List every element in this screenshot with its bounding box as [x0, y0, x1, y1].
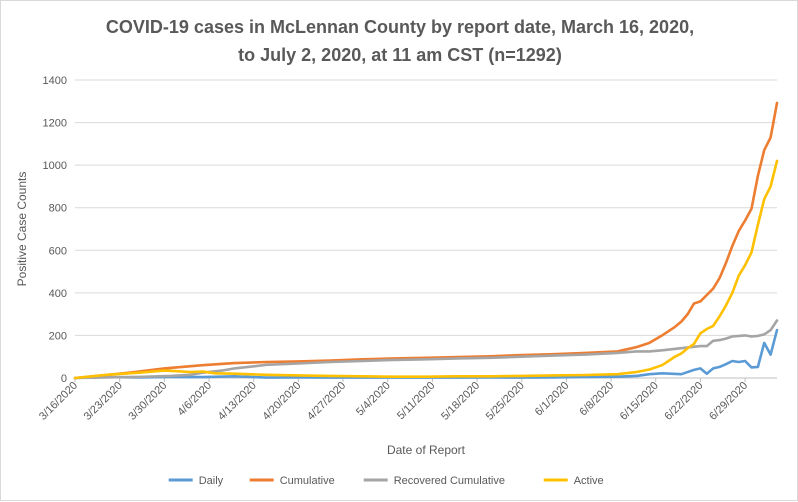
x-tick-label: 6/8/2020 — [577, 380, 616, 419]
x-tick-label: 5/11/2020 — [395, 380, 438, 423]
series-line-daily — [73, 328, 779, 380]
y-tick-label: 1400 — [43, 75, 67, 87]
y-tick-label: 200 — [49, 330, 67, 342]
x-tick-label: 5/4/2020 — [354, 380, 393, 419]
x-tick-label: 3/30/2020 — [126, 380, 169, 423]
x-tick-label: 3/23/2020 — [82, 380, 125, 423]
x-tick-label: 6/1/2020 — [533, 380, 572, 419]
x-tick-label: 6/29/2020 — [707, 380, 750, 423]
y-tick-label: 600 — [49, 245, 67, 257]
x-tick-label: 5/18/2020 — [439, 380, 482, 423]
series-line-cumulative — [73, 101, 779, 380]
legend-label-recovered-cumulative: Recovered Cumulative — [394, 475, 505, 487]
y-tick-label: 1200 — [43, 118, 67, 130]
x-tick-label: 5/25/2020 — [484, 380, 527, 423]
legend-label-active: Active — [574, 475, 604, 487]
legend-label-daily: Daily — [199, 475, 224, 487]
y-tick-label: 800 — [49, 203, 67, 215]
y-axis-title: Positive Case Counts — [15, 172, 29, 287]
series-line-active — [73, 159, 779, 380]
chart-title-line-2: to July 2, 2020, at 11 am CST (n=1292) — [238, 45, 562, 65]
legend-label-cumulative: Cumulative — [280, 475, 335, 487]
x-tick-label: 4/13/2020 — [216, 380, 259, 423]
y-tick-label: 1000 — [43, 160, 67, 172]
series-line-recovered-cumulative — [73, 319, 779, 380]
x-tick-label: 3/16/2020 — [37, 380, 80, 423]
y-tick-label: 400 — [49, 288, 67, 300]
x-tick-label: 4/27/2020 — [305, 380, 348, 423]
chart-title-line-1: COVID-19 cases in McLennan County by rep… — [105, 17, 695, 37]
x-tick-label: 6/22/2020 — [662, 380, 705, 423]
y-tick-label: 0 — [61, 373, 67, 385]
x-tick-label: 4/20/2020 — [260, 380, 303, 423]
x-tick-label: 6/15/2020 — [618, 380, 661, 423]
x-tick-label: 4/6/2020 — [175, 380, 214, 419]
x-axis-title: Date of Report — [387, 443, 466, 457]
